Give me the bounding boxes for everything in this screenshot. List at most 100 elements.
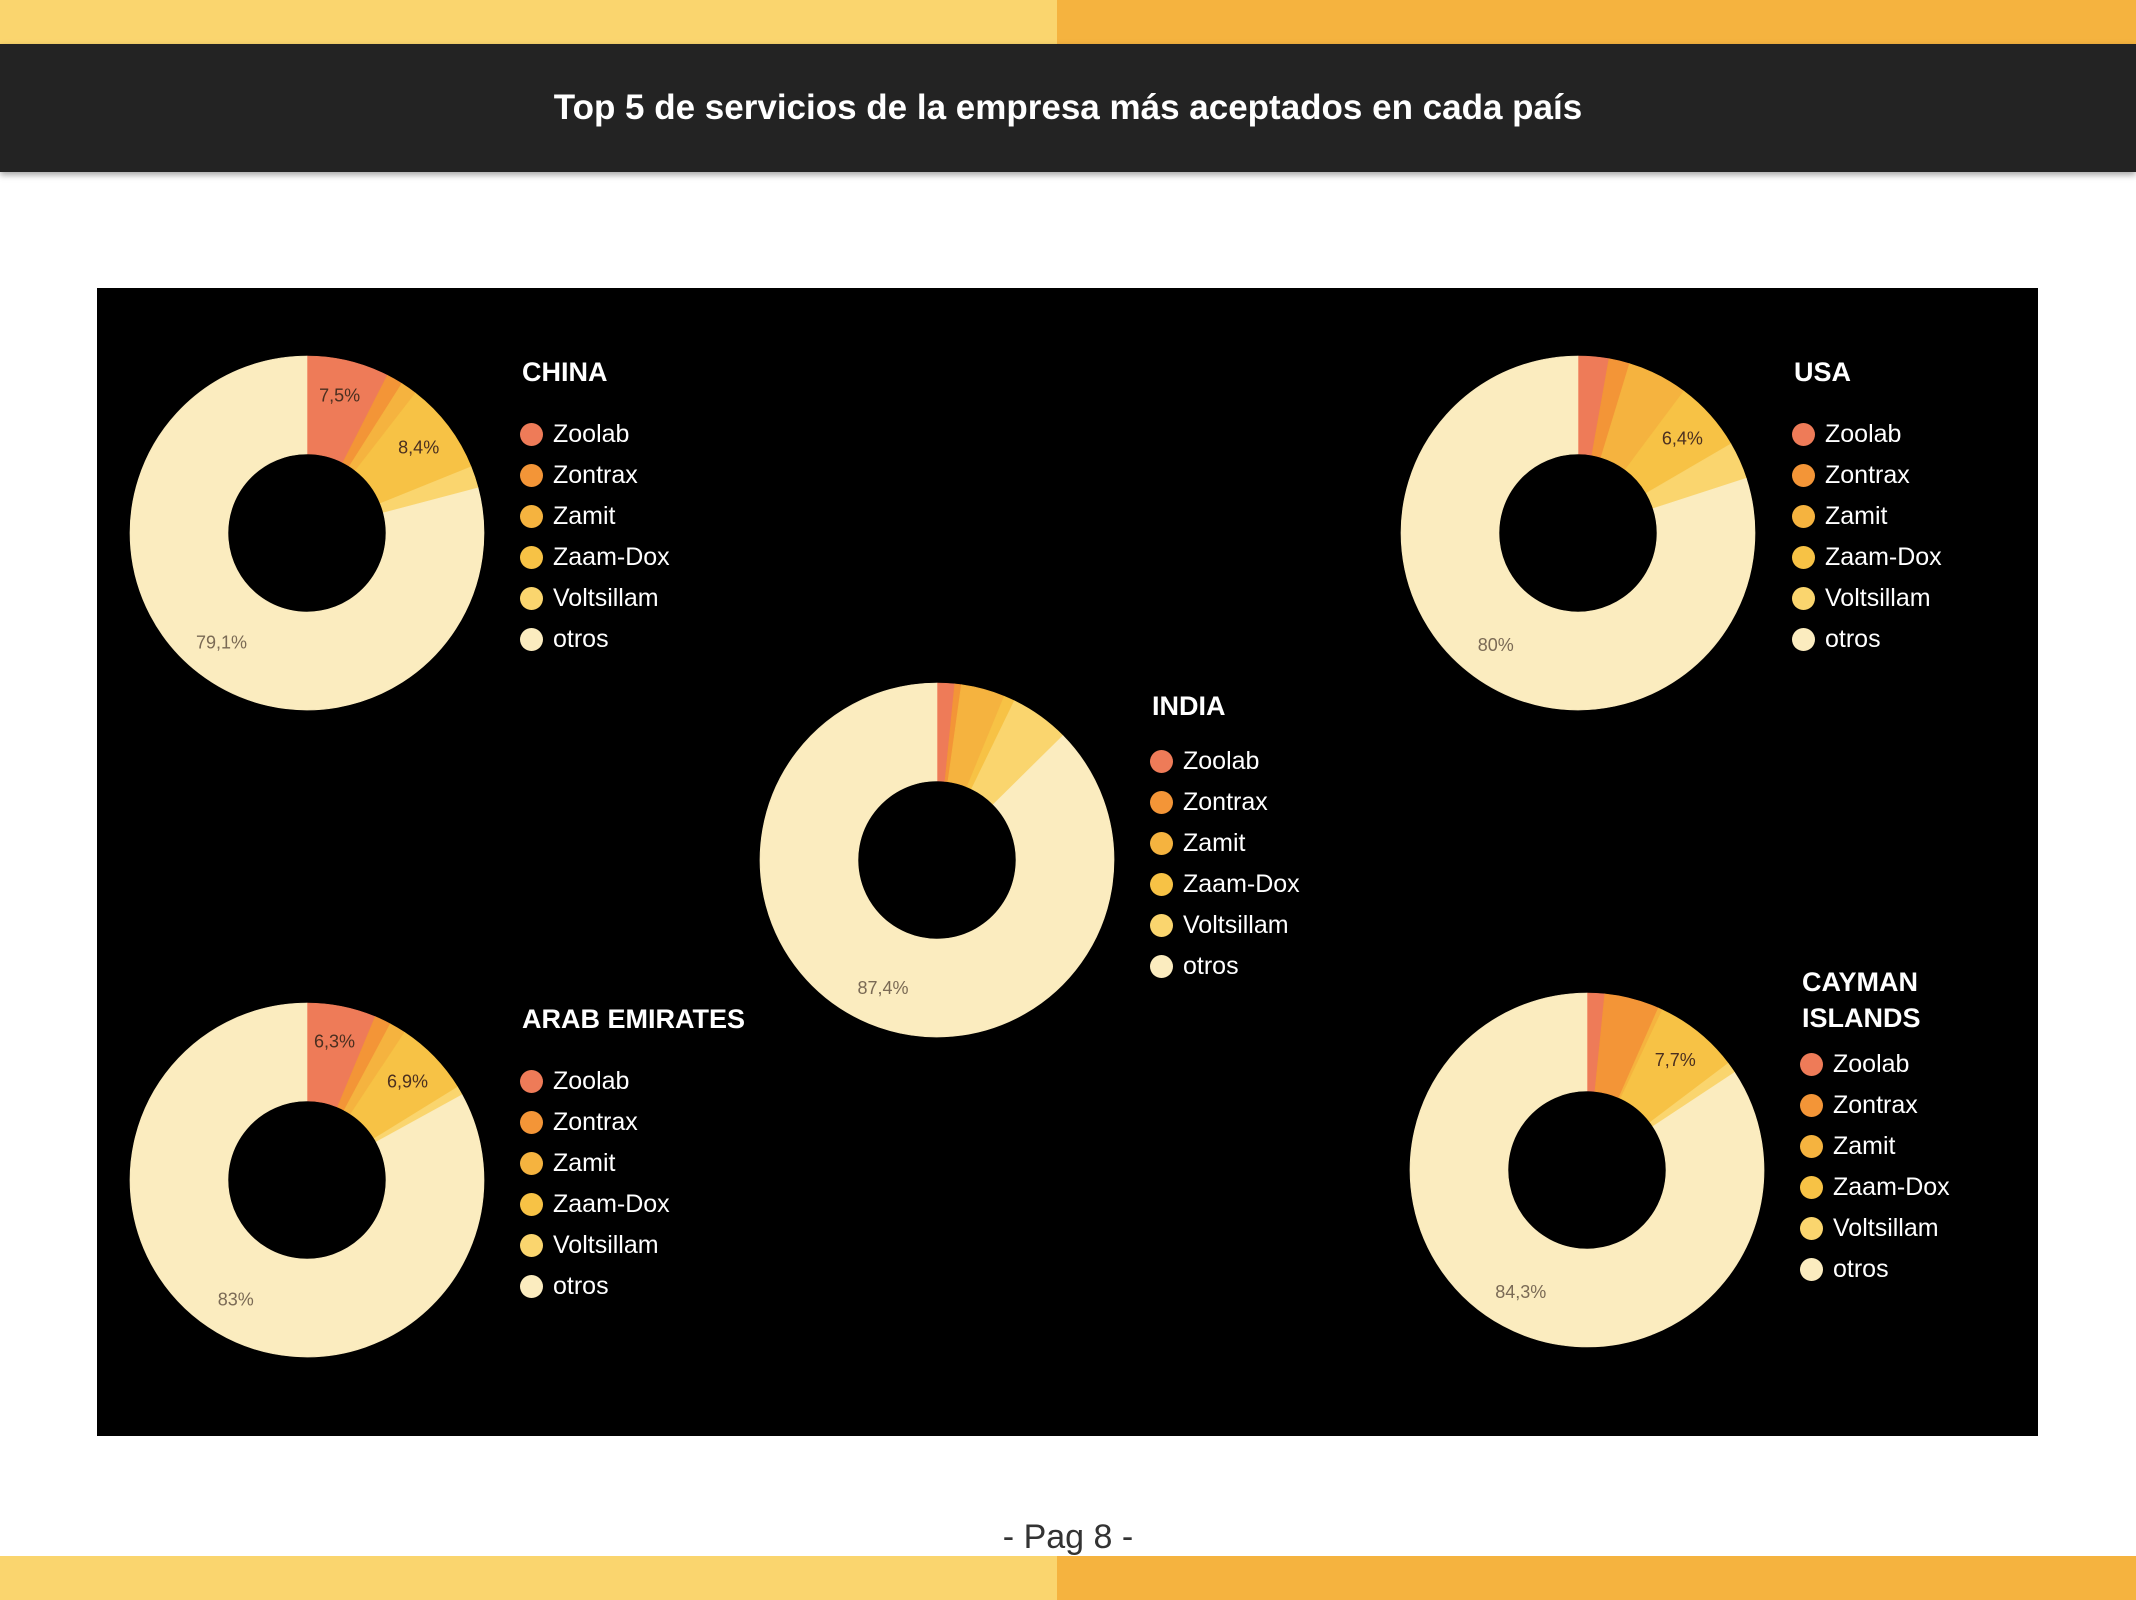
- legend-label: Zamit: [1183, 829, 1246, 857]
- legend-swatch: [520, 587, 543, 610]
- legend-item-zontrax: Zontrax: [520, 1102, 670, 1143]
- data-label-otros: 87,4%: [857, 978, 908, 998]
- legend-label: Zoolab: [553, 420, 630, 448]
- legend-label: Zontrax: [553, 1108, 638, 1136]
- legend-label: Zontrax: [1825, 461, 1910, 489]
- legend-item-voltsillam: Voltsillam: [520, 578, 670, 619]
- donut-svg-cayman-islands: 7,7% 84,3%: [1409, 992, 1765, 1348]
- page-number: - Pag 8 -: [1002, 1518, 1134, 1556]
- legend-swatch: [520, 1070, 543, 1093]
- donut-chart-india: 87,4%: [757, 680, 1117, 1040]
- legend-swatch: [520, 505, 543, 528]
- legend-item-zamit: Zamit: [1150, 823, 1300, 864]
- legend-label: Zamit: [1825, 502, 1888, 530]
- legend-swatch: [1150, 791, 1173, 814]
- legend-item-voltsillam: Voltsillam: [1800, 1208, 1950, 1249]
- legend-label: Zaam-Dox: [553, 543, 670, 571]
- legend-label: Zaam-Dox: [1825, 543, 1942, 571]
- legend-label: Zontrax: [553, 461, 638, 489]
- legend-item-zoolab: Zoolab: [1792, 414, 1942, 455]
- donut-chart-usa: 6,4% 80%: [1398, 353, 1758, 713]
- legend-swatch: [520, 628, 543, 651]
- top-band-dark: [1057, 0, 2136, 44]
- chart-title-arab-emirates: ARAB EMIRATES: [522, 1004, 746, 1034]
- legend-label: Voltsillam: [1183, 911, 1289, 939]
- legend-label: Zamit: [553, 502, 616, 530]
- legend-swatch: [1800, 1053, 1823, 1076]
- legend-india: Zoolab Zontrax Zamit Zaam-Dox Voltsillam otro…: [1150, 741, 1300, 987]
- legend-label: Zamit: [553, 1149, 616, 1177]
- legend-arab-emirates: Zoolab Zontrax Zamit Zaam-Dox Voltsillam otro…: [520, 1061, 670, 1307]
- legend-label: Zoolab: [553, 1067, 630, 1095]
- legend-swatch: [1800, 1217, 1823, 1240]
- legend-item-zaam-dox: Zaam-Dox: [520, 537, 670, 578]
- legend-item-zoolab: Zoolab: [520, 1061, 670, 1102]
- slice-otros: [759, 682, 1115, 1038]
- legend-swatch: [1800, 1094, 1823, 1117]
- legend-swatch: [1792, 546, 1815, 569]
- slice-otros: [129, 355, 485, 711]
- legend-swatch: [1150, 873, 1173, 896]
- legend-item-otros: otros: [1792, 619, 1942, 660]
- legend-item-zamit: Zamit: [520, 496, 670, 537]
- chart-title-usa: USA: [1794, 357, 1852, 387]
- legend-usa: Zoolab Zontrax Zamit Zaam-Dox Voltsillam otro…: [1792, 414, 1942, 660]
- data-label-zaam-dox: 7,7%: [1655, 1050, 1696, 1070]
- legend-swatch: [520, 1275, 543, 1298]
- legend-item-voltsillam: Voltsillam: [520, 1225, 670, 1266]
- legend-item-otros: otros: [520, 619, 670, 660]
- legend-item-voltsillam: Voltsillam: [1150, 905, 1300, 946]
- legend-swatch: [1150, 832, 1173, 855]
- data-label-zaam-dox: 8,4%: [398, 437, 439, 457]
- legend-item-otros: otros: [520, 1266, 670, 1307]
- legend-label: Zaam-Dox: [1833, 1173, 1950, 1201]
- donut-svg-arab-emirates: 6,3% 6,9% 83%: [129, 1002, 485, 1358]
- legend-label: Zoolab: [1833, 1050, 1910, 1078]
- legend-label: otros: [1825, 625, 1881, 653]
- top-color-band: [0, 0, 2136, 44]
- legend-label: otros: [1833, 1255, 1889, 1283]
- data-label-zoolab: 6,3%: [314, 1031, 355, 1051]
- legend-swatch: [520, 1111, 543, 1134]
- legend-label: Zaam-Dox: [1183, 870, 1300, 898]
- legend-item-zamit: Zamit: [520, 1143, 670, 1184]
- donut-chart-china: 7,5% 8,4% 79,1%: [127, 353, 487, 713]
- data-label-otros: 84,3%: [1495, 1282, 1546, 1302]
- legend-label: Voltsillam: [1825, 584, 1931, 612]
- data-label-zoolab: 7,5%: [319, 386, 360, 406]
- legend-label: Voltsillam: [553, 1231, 659, 1259]
- data-label-zaam-dox: 6,9%: [387, 1071, 428, 1091]
- data-label-zaam-dox: 6,4%: [1662, 429, 1703, 449]
- legend-swatch: [1792, 505, 1815, 528]
- legend-swatch: [520, 1193, 543, 1216]
- legend-item-zoolab: Zoolab: [1150, 741, 1300, 782]
- legend-item-zontrax: Zontrax: [1150, 782, 1300, 823]
- legend-item-zoolab: Zoolab: [520, 414, 670, 455]
- legend-swatch: [520, 1234, 543, 1257]
- page-title: Top 5 de servicios de la empresa más ace…: [553, 88, 1583, 127]
- legend-label: Zontrax: [1833, 1091, 1918, 1119]
- legend-cayman-islands: Zoolab Zontrax Zamit Zaam-Dox Voltsillam otro…: [1800, 1044, 1950, 1290]
- legend-item-zaam-dox: Zaam-Dox: [1150, 864, 1300, 905]
- legend-swatch: [1792, 628, 1815, 651]
- bottom-band-light: [0, 1556, 1057, 1600]
- data-label-otros: 80%: [1478, 635, 1514, 655]
- legend-label: Zoolab: [1183, 747, 1260, 775]
- charts-panel: 7,5% 8,4% 79,1% CHINA Zoolab Zontrax Zamit Za…: [97, 288, 2038, 1436]
- legend-swatch: [1150, 750, 1173, 773]
- legend-item-zontrax: Zontrax: [1792, 455, 1942, 496]
- bottom-color-band: [0, 1556, 2136, 1600]
- legend-swatch: [1150, 914, 1173, 937]
- legend-item-zaam-dox: Zaam-Dox: [1792, 537, 1942, 578]
- legend-china: Zoolab Zontrax Zamit Zaam-Dox Voltsillam otro…: [520, 414, 670, 660]
- chart-title-india: INDIA: [1152, 691, 1226, 721]
- legend-label: otros: [1183, 952, 1239, 980]
- donut-svg-usa: 6,4% 80%: [1400, 355, 1756, 711]
- top-band-light: [0, 0, 1057, 44]
- legend-swatch: [520, 423, 543, 446]
- legend-label: Zontrax: [1183, 788, 1268, 816]
- chart-title-china: CHINA: [522, 357, 608, 387]
- legend-item-voltsillam: Voltsillam: [1792, 578, 1942, 619]
- legend-item-otros: otros: [1800, 1249, 1950, 1290]
- bottom-band-dark: [1057, 1556, 2136, 1600]
